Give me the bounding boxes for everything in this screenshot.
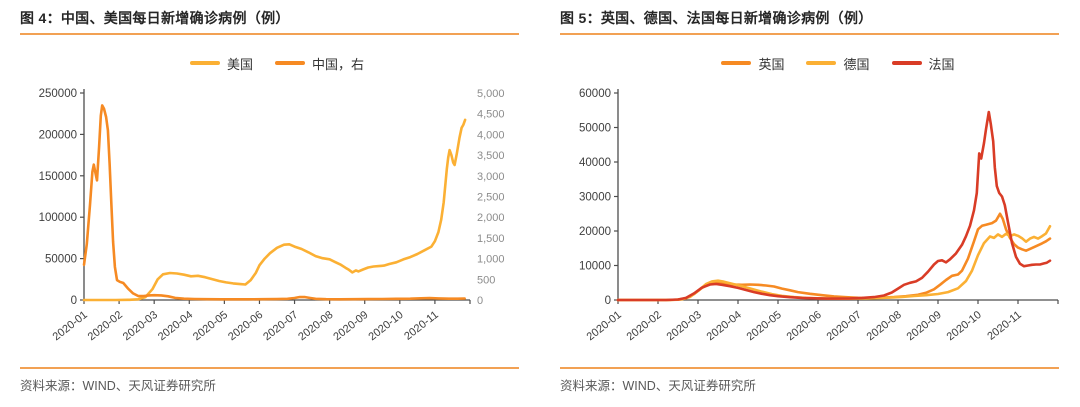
source-divider-rule <box>560 367 1059 369</box>
germany-legend-label: 德国 <box>843 56 870 72</box>
source-note: 资料来源：WIND、天风证券研究所 <box>560 379 756 393</box>
france-legend-swatch <box>891 61 922 65</box>
france-legend-label: 法国 <box>928 56 955 72</box>
figure-5-legend: 英国 德国 法国 <box>618 54 1058 72</box>
x-tick-label: 2020-06 <box>785 309 824 343</box>
source-note: 资料来源：WIND、天风证券研究所 <box>20 379 216 393</box>
x-tick-label: 2020-11 <box>985 309 1024 343</box>
right-y-tick-label: 1,000 <box>477 254 505 266</box>
y-tick-label: 150000 <box>39 171 77 183</box>
legend-item-germany: 德国 <box>806 54 870 73</box>
right-y-tick-label: 500 <box>477 274 495 286</box>
right-y-tick-label: 4,500 <box>477 109 505 121</box>
title-divider-rule <box>20 33 519 35</box>
x-tick-label: 2020-01 <box>51 309 90 343</box>
y-tick-label: 100000 <box>39 212 77 224</box>
figure-5-panel: 图 5：英国、德国、法国每日新增确诊病例（例） 英国 德国 法国 0 10000 200… <box>540 0 1080 407</box>
source-divider-rule <box>20 367 519 369</box>
x-tick-label: 2020-08 <box>296 309 335 343</box>
y-tick-label: 40000 <box>579 157 611 169</box>
x-tick-label: 2020-05 <box>191 309 230 343</box>
x-tick-label: 2020-06 <box>226 309 265 343</box>
right-y-tick-label: 3,000 <box>477 171 505 183</box>
y-tick-label: 200000 <box>39 129 77 141</box>
germany-legend-swatch <box>806 61 837 65</box>
uk-legend-label: 英国 <box>758 56 785 72</box>
y-tick-label: 50000 <box>579 123 611 135</box>
x-tick-label: 2020-03 <box>665 309 704 343</box>
x-tick-label: 2020-02 <box>86 309 125 343</box>
us-series-line <box>82 118 467 302</box>
x-tick-label: 2020-09 <box>905 309 944 343</box>
y-tick-label: 250000 <box>39 88 77 100</box>
right-y-tick-label: 5,000 <box>477 88 505 100</box>
x-tick-label: 2020-01 <box>585 309 624 343</box>
uk-series-line <box>616 212 1052 302</box>
x-tick-label: 2020-07 <box>825 309 864 343</box>
x-tick-label: 2020-10 <box>945 309 984 343</box>
figure-5-title: 图 5：英国、德国、法国每日新增确诊病例（例） <box>560 10 873 26</box>
china-legend-label: 中国，右 <box>312 56 365 72</box>
china-legend-swatch <box>275 61 305 65</box>
y-tick-label: 60000 <box>579 88 611 100</box>
x-tick-label: 2020-02 <box>625 309 664 343</box>
china-series-line <box>82 104 467 301</box>
x-tick-label: 2020-05 <box>745 309 784 343</box>
germany-series-line <box>616 224 1052 302</box>
us-legend-swatch <box>189 61 220 65</box>
right-y-tick-label: 3,500 <box>477 150 505 162</box>
figure-4-legend: 美国 中国，右 <box>84 54 470 72</box>
x-tick-label: 2020-04 <box>156 309 195 343</box>
x-tick-label: 2020-09 <box>331 309 370 343</box>
right-y-tick-label: 2,500 <box>477 192 505 204</box>
right-y-tick-label: 0 <box>477 295 483 307</box>
x-tick-label: 2020-07 <box>261 309 300 343</box>
x-tick-label: 2020-10 <box>366 309 405 343</box>
y-tick-label: 20000 <box>579 226 611 238</box>
legend-item-china: 中国，右 <box>275 54 364 73</box>
figure-4-title: 图 4：中国、美国每日新增确诊病例（例） <box>20 10 290 26</box>
figure-4-panel: 图 4：中国、美国每日新增确诊病例（例） 美国 中国，右 0 50000 100000… <box>20 10 519 393</box>
y-tick-label: 10000 <box>579 261 611 273</box>
y-tick-label: 0 <box>605 295 611 307</box>
y-tick-label: 50000 <box>45 254 77 266</box>
y-tick-label: 0 <box>71 295 77 307</box>
x-tick-label: 2020-04 <box>705 309 744 343</box>
x-tick-label: 2020-11 <box>402 309 441 343</box>
legend-item-us: 美国 <box>189 54 253 73</box>
legend-item-france: 法国 <box>891 54 955 73</box>
legend-item-uk: 英国 <box>721 54 784 73</box>
right-y-tick-label: 4,000 <box>477 129 505 141</box>
right-y-tick-label: 2,000 <box>477 212 505 224</box>
x-tick-label: 2020-08 <box>865 309 904 343</box>
us-legend-label: 美国 <box>226 56 253 72</box>
x-tick-label: 2020-03 <box>121 309 160 343</box>
france-series-line <box>616 110 1052 302</box>
right-y-tick-label: 1,500 <box>477 233 505 245</box>
title-divider-rule <box>560 33 1059 35</box>
uk-legend-swatch <box>721 61 752 65</box>
y-tick-label: 30000 <box>579 192 611 204</box>
figure-4-chart-canvas: 0 50000 100000 150000 200000 250000 0 500 1,000 1… <box>39 88 505 343</box>
